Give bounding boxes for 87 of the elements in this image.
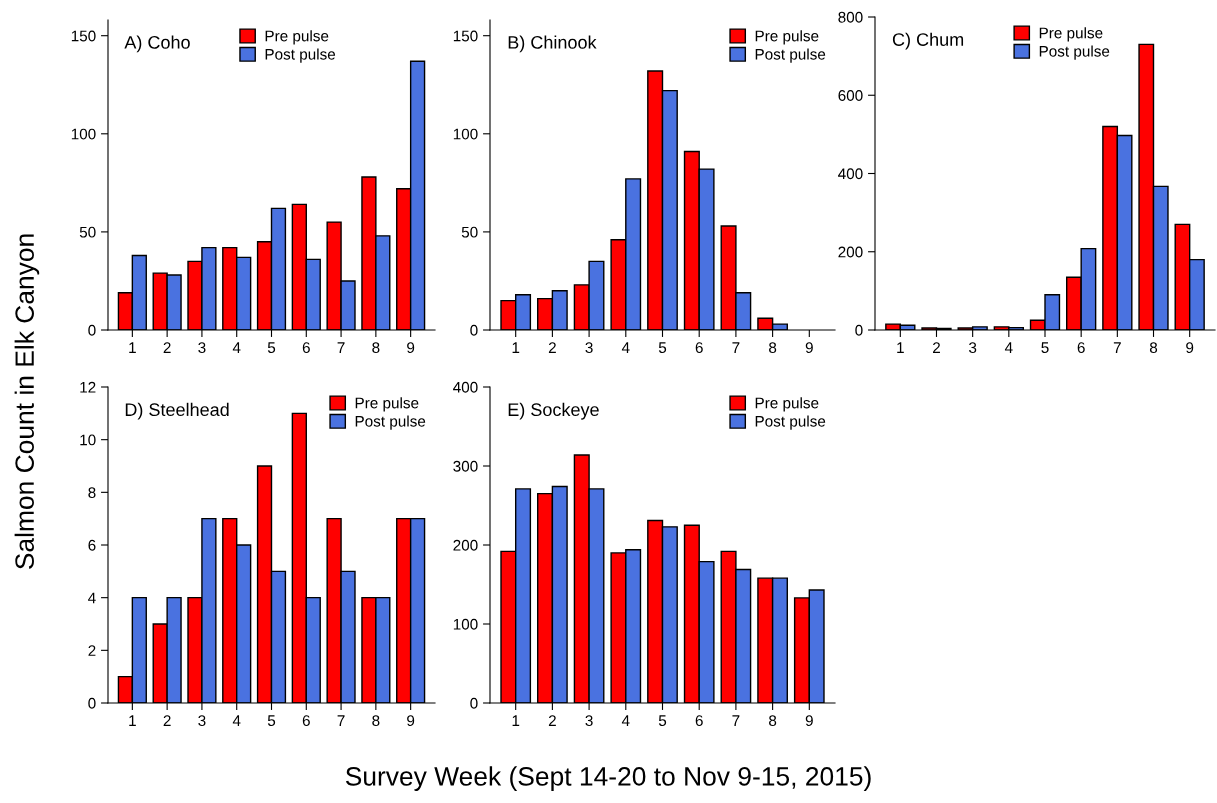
text: A) Coho	[124, 35, 190, 53]
x-tick-label: 1	[129, 715, 136, 726]
x-tick-label: 4	[621, 342, 630, 353]
x-tick-label: 3	[585, 715, 593, 727]
x-tick-label: 1	[512, 342, 520, 353]
y-tick-label: 100	[71, 128, 96, 140]
y-tick-label: 8	[88, 487, 96, 499]
y-tick-label: 12	[80, 381, 96, 393]
y-tick-label: 800	[838, 11, 863, 23]
x-tick-label: 3	[585, 342, 593, 354]
x-tick-label: 8	[769, 715, 777, 727]
text: B) Chinook	[508, 35, 597, 53]
x-tick-label: 1	[129, 342, 136, 353]
x-tick-label: 6	[302, 342, 310, 354]
y-tick-label: 6	[88, 539, 96, 551]
x-tick-label: 1	[897, 342, 904, 353]
x-tick-label: 4	[621, 715, 630, 726]
x-tick-label: 7	[732, 715, 740, 726]
x-tick-label: 2	[163, 715, 171, 726]
text: C) Chum	[892, 32, 964, 50]
text: E) Sockeye	[508, 402, 599, 420]
x-tick-label: 8	[372, 715, 380, 727]
legend-label: Pre pulse	[265, 30, 329, 45]
x-tick-label: 5	[267, 342, 276, 354]
x-tick-label: 4	[232, 342, 241, 353]
y-tick-label: 10	[80, 434, 96, 446]
x-tick-label: 2	[933, 342, 940, 353]
x-tick-label: 9	[805, 715, 813, 727]
x-tick-label: 3	[198, 342, 206, 354]
y-tick-label: 0	[470, 324, 478, 336]
x-tick-label: 7	[1113, 342, 1121, 353]
x-tick-label: 7	[337, 342, 345, 353]
text: D) Steelhead	[125, 402, 229, 420]
x-tick-label: 9	[407, 342, 415, 354]
x-tick-label: 8	[1149, 342, 1158, 354]
x-tick-label: 6	[695, 715, 703, 727]
x-tick-label: 2	[163, 342, 171, 353]
y-tick-label: 50	[461, 226, 478, 238]
x-tick-label: 6	[695, 342, 703, 354]
legend-label: Post pulse	[755, 415, 826, 430]
x-tick-label: 2	[548, 715, 556, 726]
y-tick-label: 150	[71, 30, 96, 42]
x-tick-label: 8	[372, 342, 380, 354]
legend-label: Pre pulse	[355, 397, 419, 412]
y-tick-label: 600	[838, 90, 863, 101]
x-tick-label: 1	[512, 715, 520, 726]
legend-label: Post pulse	[265, 48, 336, 63]
x-tick-label: 5	[658, 715, 667, 727]
y-tick-label: 0	[855, 324, 863, 336]
x-tick-label: 9	[407, 715, 415, 727]
y-tick-label: 150	[453, 30, 478, 42]
y-tick-label: 400	[453, 381, 478, 393]
legend-label: Pre pulse	[755, 397, 819, 412]
y-tick-label: 200	[838, 246, 863, 258]
x-tick-label: 2	[548, 342, 556, 353]
x-tick-label: 4	[232, 715, 241, 726]
y-tick-label: 0	[88, 697, 96, 709]
x-tick-label: 5	[658, 342, 667, 354]
y-tick-label: 400	[838, 168, 863, 180]
x-tick-label: 9	[1186, 342, 1194, 354]
legend-label: Pre pulse	[1039, 27, 1103, 42]
y-tick-label: 50	[79, 226, 96, 238]
legend-label: Pre pulse	[755, 30, 819, 45]
y-tick-label: 100	[453, 618, 478, 630]
x-tick-label: 5	[1041, 342, 1049, 354]
y-tick-label: 0	[470, 697, 478, 709]
legend-label: Post pulse	[1039, 45, 1110, 60]
x-tick-label: 9	[805, 342, 813, 354]
x-tick-label: 6	[302, 715, 310, 727]
x-tick-label: 7	[732, 342, 740, 353]
x-tick-label: 5	[267, 715, 276, 727]
legend-label: Post pulse	[755, 48, 826, 63]
y-tick-label: 0	[88, 324, 96, 336]
legend-label: Post pulse	[355, 415, 426, 430]
y-tick-label: 300	[453, 460, 478, 472]
x-tick-label: 8	[769, 342, 777, 354]
x-tick-label: 3	[198, 715, 206, 727]
y-tick-label: 200	[453, 539, 478, 551]
y-tick-label: 2	[88, 645, 96, 656]
x-tick-label: 3	[968, 342, 977, 354]
y-tick-label: 4	[88, 592, 96, 604]
x-tick-label: 6	[1077, 342, 1085, 354]
x-tick-label: 4	[1004, 342, 1013, 353]
x-axis-title: Survey Week (Sept 14-20 to Nov 9-15, 2015)	[345, 766, 871, 791]
x-tick-label: 7	[337, 715, 345, 726]
y-tick-label: 100	[453, 128, 478, 140]
y-axis-title: Salmon Count in Elk Canyon	[14, 234, 40, 569]
